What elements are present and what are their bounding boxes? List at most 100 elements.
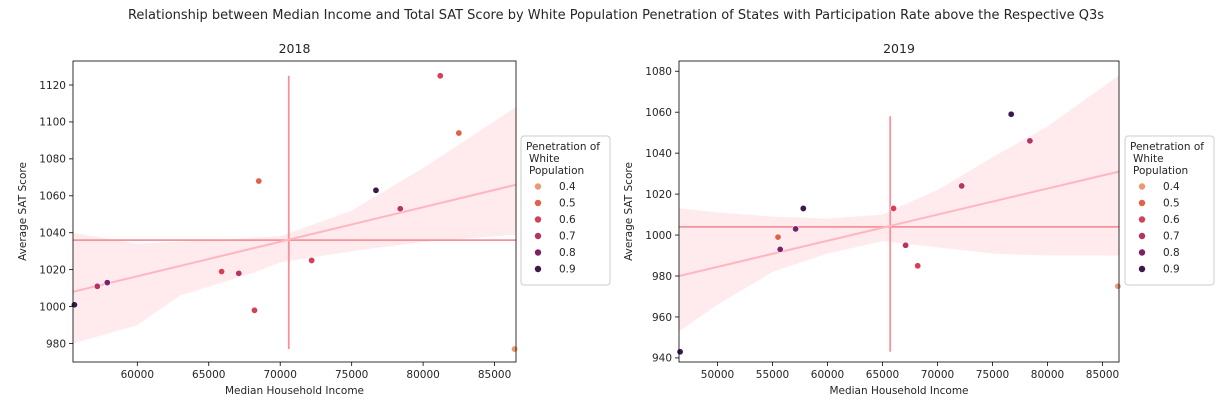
y-tick-label: 1120 — [39, 80, 66, 92]
y-tick-label: 1000 — [645, 230, 672, 242]
y-tick-label: 1060 — [39, 191, 66, 203]
y-tick-label: 960 — [652, 312, 672, 324]
y-tick-label: 1000 — [39, 301, 66, 313]
legend-title-line: Penetration of — [1130, 141, 1204, 153]
legend-box — [520, 135, 611, 286]
x-tick-label: 80000 — [1031, 369, 1064, 381]
y-tick-label: 1020 — [645, 189, 672, 201]
data-point — [958, 182, 966, 190]
data-point — [93, 282, 101, 290]
x-tick-label: 75000 — [335, 369, 368, 381]
legend-label: 0.5 — [1163, 198, 1180, 210]
legend-label: 0.6 — [559, 214, 576, 226]
y-axis-label: Average SAT Score — [17, 162, 29, 261]
figure-title: Relationship between Median Income and T… — [127, 8, 1105, 23]
legend-label: 0.9 — [1163, 264, 1180, 276]
legend-marker — [1138, 199, 1146, 207]
legend-label: 0.8 — [559, 247, 576, 259]
confidence-band — [73, 107, 516, 344]
x-tick-label: 85000 — [1086, 369, 1119, 381]
data-point — [455, 129, 463, 137]
x-tick-label: 75000 — [976, 369, 1009, 381]
data-point — [436, 72, 444, 80]
legend-marker — [534, 199, 542, 207]
x-tick-label: 60000 — [121, 369, 154, 381]
data-point — [103, 279, 111, 287]
legend-marker — [1138, 249, 1146, 256]
data-point — [792, 225, 800, 233]
data-point — [396, 205, 404, 213]
data-point — [308, 256, 316, 264]
legend-title-line: White — [1133, 153, 1164, 165]
data-point — [1114, 282, 1122, 290]
legend-label: 0.6 — [1163, 214, 1180, 226]
data-point — [218, 268, 226, 276]
chart-title: 2018 — [279, 41, 311, 56]
data-point — [676, 348, 684, 356]
legend-marker — [1138, 265, 1146, 273]
data-point — [235, 269, 243, 277]
data-point — [889, 204, 897, 212]
data-point — [774, 233, 782, 241]
y-tick-label: 1040 — [645, 148, 672, 160]
legend-label: 0.5 — [559, 198, 576, 210]
data-point — [1007, 110, 1015, 118]
data-point — [511, 345, 519, 353]
data-point — [255, 177, 263, 185]
y-axis-label: Average SAT Score — [623, 162, 635, 261]
legend-title-line: Penetration of — [526, 141, 600, 153]
legend-label: 0.7 — [1163, 231, 1180, 243]
y-tick-label: 1080 — [645, 66, 672, 78]
plot-area — [679, 75, 1119, 352]
legend-title-line: Population — [1133, 165, 1188, 177]
legend-label: 0.8 — [1163, 247, 1180, 259]
plot-area — [73, 75, 516, 350]
legend-marker — [534, 249, 542, 256]
legend-label: 0.7 — [559, 231, 576, 243]
data-point — [250, 306, 258, 314]
regression-line — [73, 183, 516, 293]
y-tick-label: 1040 — [39, 228, 66, 240]
y-tick-label: 980 — [652, 271, 672, 283]
legend-marker — [1138, 216, 1146, 223]
x-tick-label: 60000 — [811, 369, 844, 381]
x-axis-label: Median Household Income — [829, 385, 968, 397]
axes-frame — [678, 60, 1120, 363]
legend-marker — [1138, 183, 1146, 190]
y-tick-label: 940 — [652, 353, 672, 365]
legend-marker — [534, 265, 542, 273]
legend-label: 0.4 — [559, 181, 576, 193]
legend-label: 0.9 — [559, 264, 576, 276]
legend-box — [1124, 135, 1215, 286]
x-tick-label: 70000 — [264, 369, 297, 381]
x-tick-label: 80000 — [406, 369, 439, 381]
x-tick-label: 70000 — [921, 369, 954, 381]
data-point — [372, 186, 380, 194]
x-tick-label: 50000 — [701, 369, 734, 381]
legend-marker — [534, 232, 542, 240]
x-tick-label: 65000 — [192, 369, 225, 381]
x-tick-label: 55000 — [756, 369, 789, 381]
legend-marker — [534, 216, 542, 223]
data-point — [1026, 137, 1034, 145]
data-point — [776, 245, 784, 253]
data-point — [799, 204, 807, 212]
legend-title-line: Population — [529, 165, 584, 177]
x-axis-label: Median Household Income — [225, 385, 364, 397]
axes-frame — [72, 60, 517, 363]
y-tick-label: 1100 — [39, 117, 66, 129]
x-tick-label: 85000 — [478, 369, 511, 381]
confidence-band — [679, 75, 1119, 332]
chart-panel-2019: 50000 55000 60000 65000 70000 75000 80000 85000… — [623, 41, 1215, 397]
legend-label: 0.4 — [1163, 181, 1180, 193]
legend-marker — [534, 183, 542, 190]
chart-panel-2018: 60000 65000 70000 75000 80000 85000 980 1000 102… — [17, 41, 611, 397]
x-tick-label: 65000 — [866, 369, 899, 381]
regression-line — [679, 170, 1119, 277]
y-tick-label: 1060 — [645, 107, 672, 119]
data-point — [902, 241, 910, 249]
data-point — [914, 262, 922, 270]
